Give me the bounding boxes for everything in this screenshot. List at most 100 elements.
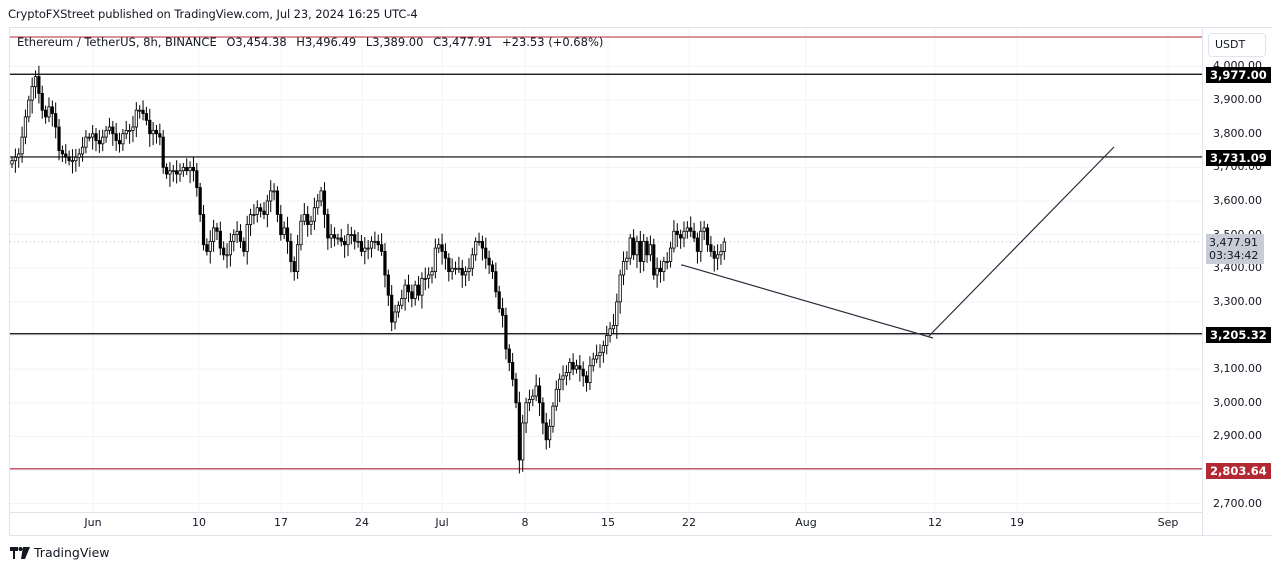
- plot-area[interactable]: [10, 28, 1202, 512]
- candle-body: [615, 301, 619, 326]
- time-tick: 19: [1010, 516, 1024, 529]
- candle-body: [326, 214, 330, 239]
- candlestick-chart[interactable]: [10, 28, 1202, 512]
- time-axis[interactable]: [10, 512, 1202, 536]
- candle-body: [453, 267, 458, 270]
- candle-body: [215, 227, 219, 232]
- candle-body: [410, 291, 414, 299]
- candle-body: [467, 267, 471, 273]
- candle-body: [722, 241, 726, 252]
- candle-body: [111, 126, 115, 135]
- candle-body: [537, 385, 542, 404]
- candle-body: [709, 244, 713, 252]
- candle-body: [195, 170, 199, 188]
- candle-body: [400, 298, 404, 306]
- candle-body: [91, 133, 95, 138]
- published-line: CryptoFXStreet published on TradingView.…: [8, 7, 418, 21]
- symbol-label[interactable]: Ethereum / TetherUS, 8h, BINANCE: [17, 35, 217, 49]
- low-value: L3,389.00: [365, 35, 424, 49]
- candle-body: [339, 237, 343, 242]
- candle-body: [27, 99, 31, 118]
- candle-body: [10, 160, 14, 165]
- time-tick: Aug: [795, 516, 817, 529]
- level-label-3205: 3,205.32: [1206, 327, 1271, 343]
- candle-body: [319, 190, 323, 202]
- candle-body: [178, 170, 182, 175]
- candle-body: [74, 156, 78, 162]
- candle-body: [712, 251, 716, 259]
- candle-body: [500, 308, 505, 316]
- price-tick: 3,900.00: [1213, 93, 1262, 107]
- candle-body: [292, 261, 296, 273]
- candle-body: [70, 160, 75, 163]
- candle-body: [699, 230, 703, 252]
- candle-body: [107, 126, 112, 131]
- candle-body: [605, 335, 609, 347]
- candle-body: [541, 402, 545, 424]
- last-price-label: 3,477.91 03:34:42: [1206, 234, 1264, 264]
- candle-body: [705, 227, 710, 246]
- candle-body: [218, 230, 222, 249]
- candle-body: [144, 113, 148, 121]
- candle-body: [591, 358, 595, 367]
- candle-body: [463, 271, 468, 276]
- candle-body: [128, 129, 132, 132]
- candle-body: [568, 362, 572, 373]
- price-tick: 3,600.00: [1213, 194, 1262, 207]
- candle-body: [208, 240, 212, 252]
- candle-body: [719, 251, 723, 256]
- candle-body: [373, 240, 377, 243]
- candle-body: [312, 207, 317, 222]
- candle-body: [64, 153, 68, 158]
- candle-body: [235, 230, 239, 236]
- level-label-3731: 3,731.09: [1206, 150, 1271, 166]
- time-tick: 10: [192, 516, 206, 529]
- chart-legend: Ethereum / TetherUS, 8h, BINANCE O3,454.…: [17, 35, 609, 49]
- candle-body: [578, 365, 582, 370]
- candle-body: [343, 240, 347, 246]
- last-price-value: 3,477.91: [1209, 236, 1258, 249]
- price-axis[interactable]: [1202, 28, 1272, 535]
- price-tick: 3,100.00: [1213, 362, 1262, 376]
- candle-body: [205, 244, 209, 252]
- candle-body: [289, 240, 293, 262]
- candle-body: [474, 240, 478, 256]
- candle-body: [534, 385, 538, 397]
- candle-body: [628, 237, 632, 259]
- candle-body: [259, 207, 263, 212]
- candle-body: [430, 271, 434, 276]
- candle-body: [376, 240, 380, 246]
- candle-body: [517, 402, 521, 461]
- candle-body: [379, 244, 384, 252]
- candle-body: [131, 126, 135, 131]
- level-label-3977: 3,977.00: [1206, 67, 1271, 83]
- time-tick: Jun: [84, 516, 102, 529]
- candle-body: [390, 294, 394, 323]
- candle-body: [13, 156, 17, 162]
- candle-body: [490, 264, 495, 273]
- currency-button[interactable]: USDT: [1208, 33, 1266, 57]
- candle-body: [383, 251, 387, 276]
- candle-body: [595, 355, 599, 360]
- candle-body: [124, 129, 128, 135]
- candle-body: [494, 271, 498, 293]
- price-tick: 3,300.00: [1213, 294, 1262, 308]
- candle-body: [662, 261, 666, 273]
- candle-body: [386, 274, 390, 296]
- tradingview-logo[interactable]: TradingView: [10, 545, 110, 560]
- price-tick: 3,000.00: [1213, 395, 1262, 409]
- candle-body: [511, 362, 515, 380]
- candle-body: [359, 240, 364, 252]
- candle-body: [369, 240, 374, 249]
- candle-body: [588, 365, 592, 384]
- candle-body: [158, 133, 162, 138]
- candle-body: [30, 86, 34, 101]
- candle-body: [282, 227, 286, 236]
- candle-body: [20, 136, 24, 155]
- candle-body: [423, 277, 427, 280]
- price-tick: 2,700.00: [1213, 496, 1262, 510]
- candle-body: [23, 116, 28, 138]
- candle-body: [161, 136, 165, 168]
- candle-body: [138, 109, 142, 112]
- time-tick: 15: [601, 516, 615, 529]
